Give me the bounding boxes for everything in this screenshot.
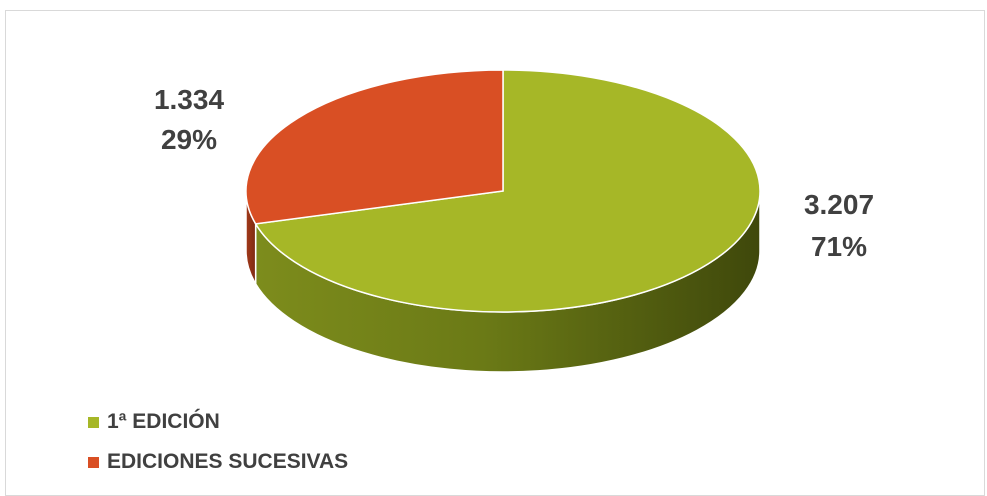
legend: 1ª EDICIÓN EDICIONES SUCESIVAS bbox=[88, 402, 348, 482]
data-label-value-ediciones-sucesivas: 1.334 bbox=[154, 84, 224, 115]
data-label-value-primera-edicion: 3.207 bbox=[804, 189, 874, 220]
data-label-percent-primera-edicion: 71% bbox=[811, 231, 867, 262]
pie-tops bbox=[245, 69, 761, 313]
pie-slice-primera-edicion bbox=[254, 69, 761, 313]
data-label-percent-ediciones-sucesivas: 29% bbox=[161, 124, 217, 155]
legend-swatch-ediciones-sucesivas bbox=[88, 456, 99, 468]
legend-item-ediciones-sucesivas: EDICIONES SUCESIVAS bbox=[88, 442, 348, 482]
legend-label-ediciones-sucesivas: EDICIONES SUCESIVAS bbox=[107, 450, 349, 473]
pie-slice-ediciones-sucesivas bbox=[245, 69, 504, 225]
legend-swatch-primera-edicion bbox=[88, 416, 99, 428]
legend-item-primera-edicion: 1ª EDICIÓN bbox=[88, 402, 348, 442]
legend-label-primera-edicion: 1ª EDICIÓN bbox=[107, 410, 220, 433]
